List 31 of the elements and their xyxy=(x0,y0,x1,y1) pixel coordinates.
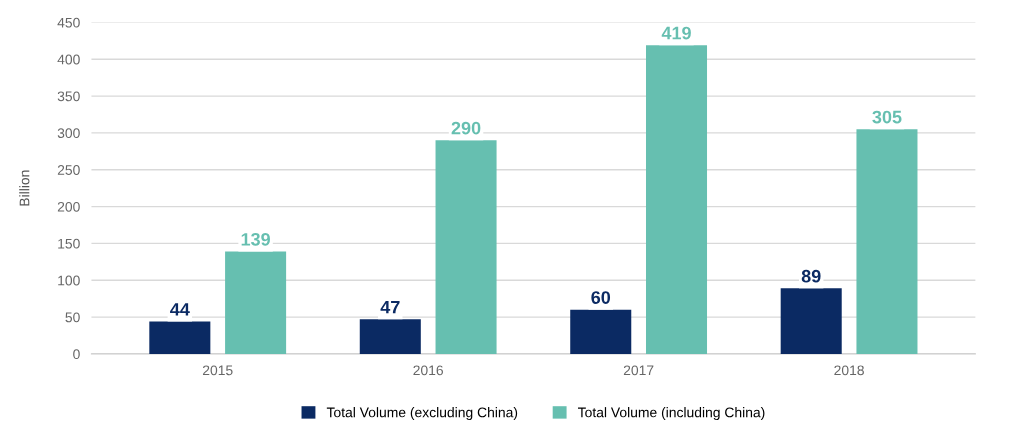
legend-label: Total Volume (excluding China) xyxy=(326,407,518,421)
bar xyxy=(149,321,211,354)
y-tick-label: 150 xyxy=(58,238,80,249)
y-tick-label: 200 xyxy=(57,201,80,212)
data-label: 89 xyxy=(801,269,821,283)
y-axis-title: Billion xyxy=(19,170,30,206)
x-tick-label: 2015 xyxy=(202,365,233,376)
x-tick-label: 2017 xyxy=(623,365,654,376)
legend-label: Total Volume (including China) xyxy=(578,407,765,421)
y-tick-label: 100 xyxy=(58,275,80,286)
bar xyxy=(856,129,918,354)
data-label: 60 xyxy=(591,291,611,304)
data-label: 305 xyxy=(872,110,902,124)
y-tick-label: 50 xyxy=(65,312,80,323)
y-tick-label: 250 xyxy=(57,165,80,175)
data-label: 139 xyxy=(241,232,270,246)
data-label: 47 xyxy=(380,300,400,314)
data-label: 419 xyxy=(661,26,691,40)
bar xyxy=(780,288,842,354)
x-tick-label: 2018 xyxy=(834,365,864,376)
bar xyxy=(359,319,421,354)
bar xyxy=(570,309,632,354)
y-tick-label: 350 xyxy=(57,91,80,102)
data-label: 44 xyxy=(170,303,190,316)
y-tick-label: 300 xyxy=(57,128,80,139)
y-tick-label: 400 xyxy=(57,54,80,65)
data-label: 290 xyxy=(451,121,481,135)
bar xyxy=(645,45,708,354)
y-tick-label: 0 xyxy=(73,349,80,360)
x-tick-label: 2016 xyxy=(413,365,444,376)
y-tick-label: 450 xyxy=(57,17,80,28)
